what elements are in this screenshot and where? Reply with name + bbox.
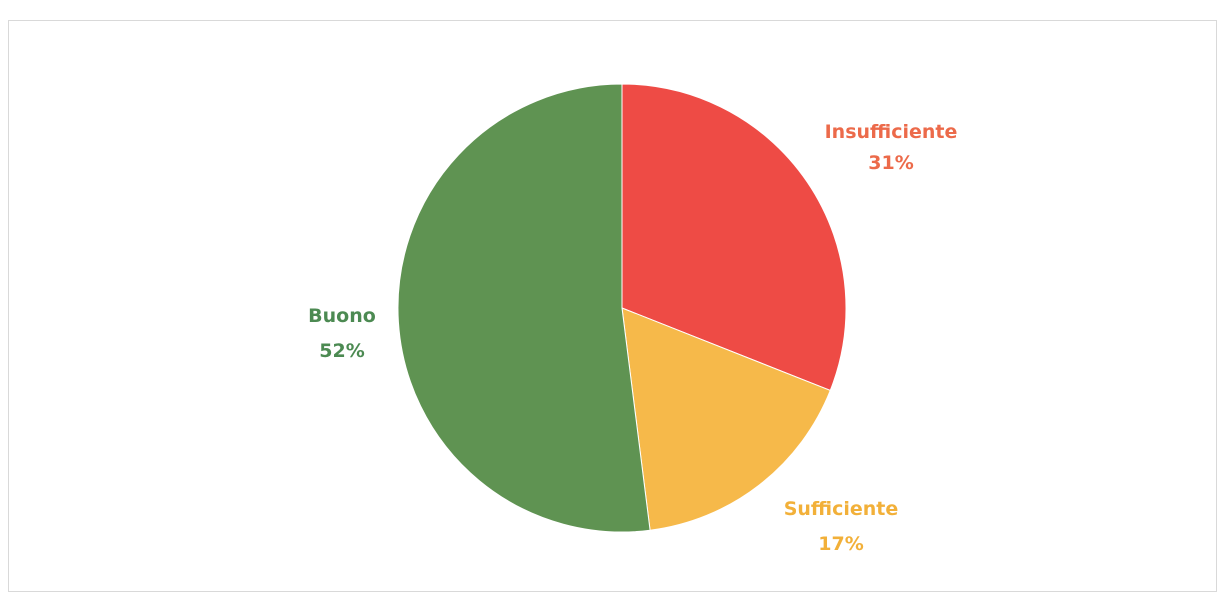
slice-percent-insufficiente: 31% (868, 152, 913, 174)
slice-label-sufficiente: Sufficiente (784, 498, 899, 520)
slice-label-insufficiente-group: Insufficiente 31% (825, 121, 958, 174)
pie-slice-buono (397, 83, 651, 533)
pie-slices (397, 83, 847, 533)
slice-label-sufficiente-group: Sufficiente 17% (784, 498, 899, 555)
pie-slice-insufficiente (621, 83, 847, 392)
slice-label-buono-group: Buono 52% (308, 305, 376, 362)
pie-slice-sufficiente (621, 307, 831, 531)
slice-percent-buono: 52% (319, 340, 364, 362)
slice-percent-sufficiente: 17% (818, 533, 863, 555)
slice-label-insufficiente: Insufficiente (825, 121, 958, 143)
slice-label-buono: Buono (308, 305, 376, 327)
